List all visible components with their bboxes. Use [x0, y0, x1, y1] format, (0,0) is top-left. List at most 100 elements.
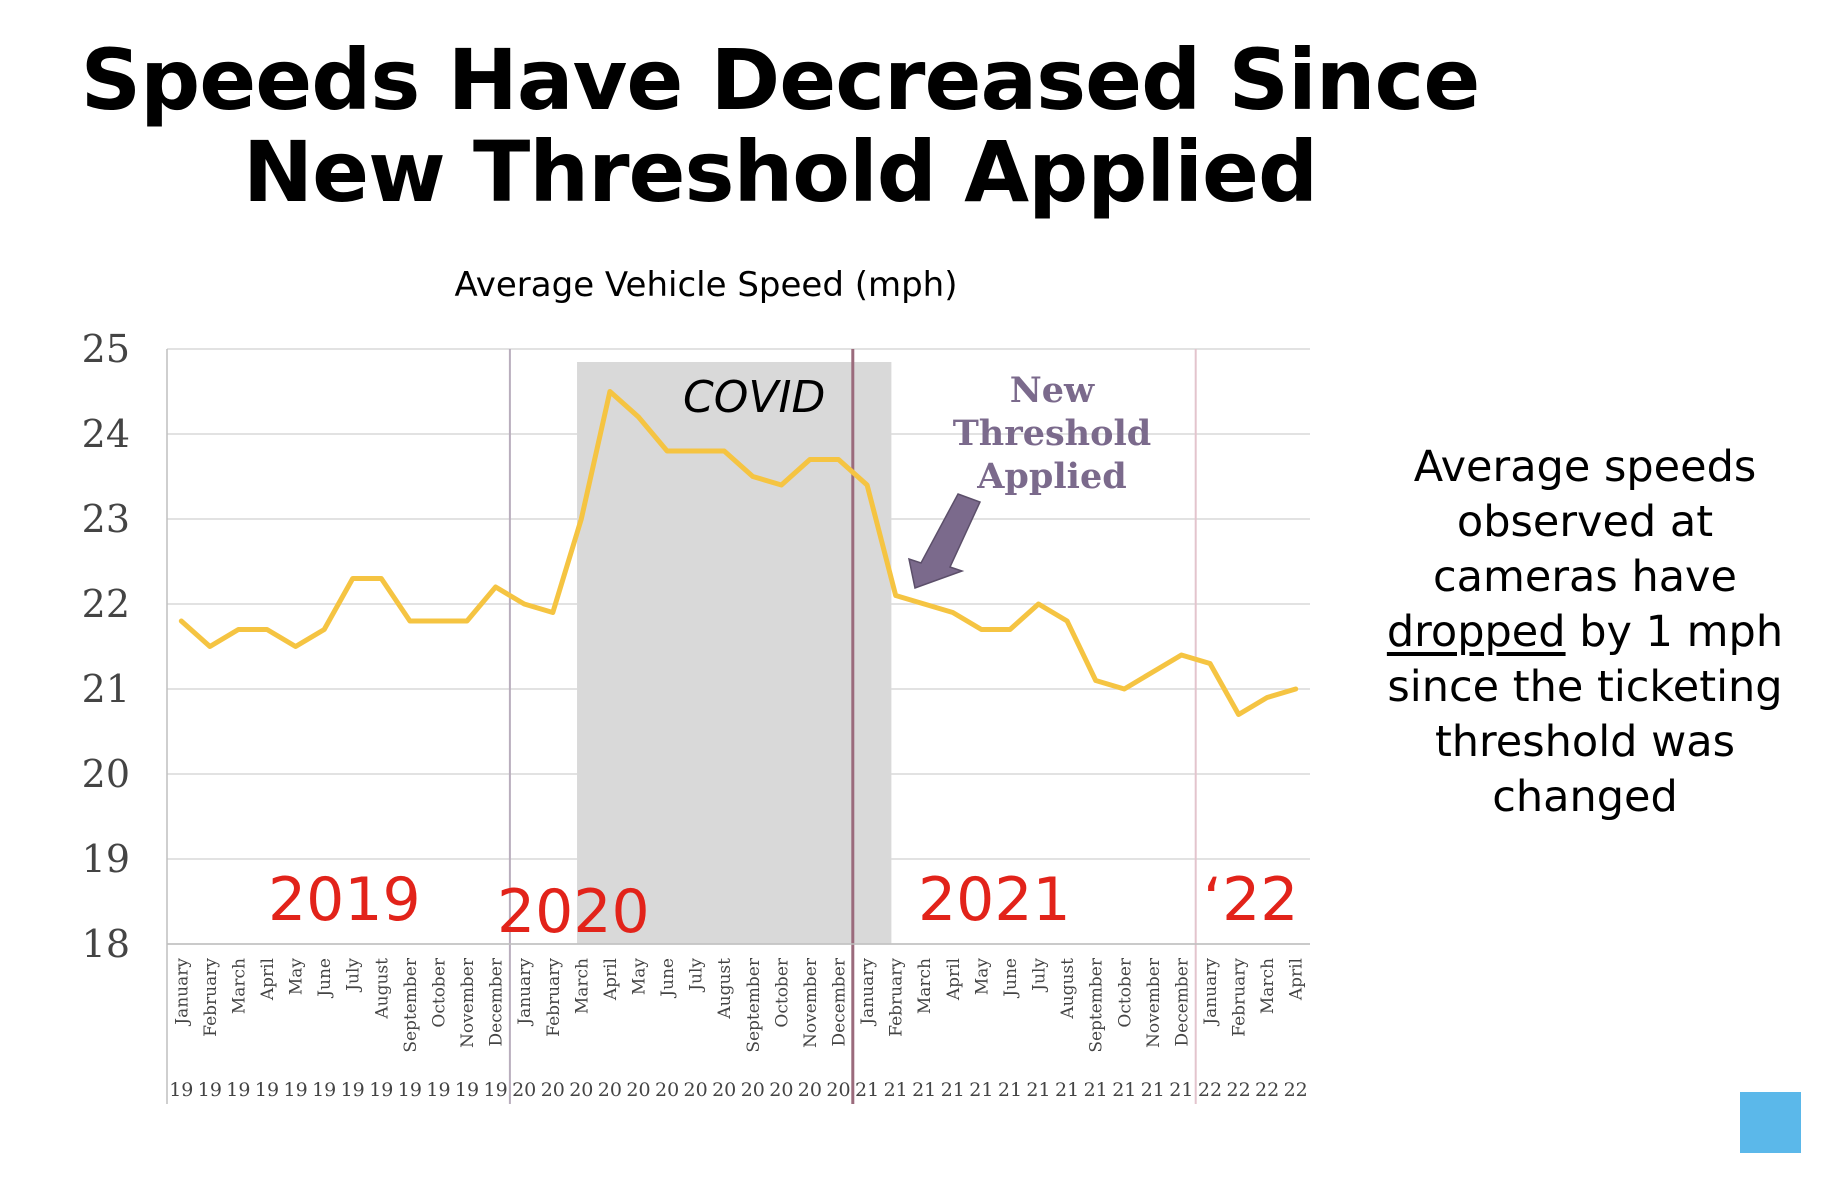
x-month-label: June [315, 958, 335, 999]
x-year-label: 20 [569, 1079, 593, 1101]
x-month-label: April [1287, 958, 1307, 1001]
x-year-label: 21 [1169, 1079, 1193, 1101]
x-month-label: August [372, 958, 392, 1020]
x-month-label: August [715, 958, 735, 1020]
x-month-label: March [1258, 958, 1278, 1014]
x-year-label: 21 [998, 1079, 1022, 1101]
x-month-label: April [601, 958, 621, 1001]
x-month-label: April [258, 958, 278, 1001]
x-year-label: 20 [512, 1079, 536, 1101]
summary-text: Average speeds observed at cameras have … [1360, 440, 1810, 825]
x-year-label: 21 [855, 1079, 879, 1101]
y-tick-label: 22 [82, 582, 130, 626]
x-year-label: 19 [369, 1079, 393, 1101]
x-year-label: 20 [598, 1079, 622, 1101]
x-year-label: 21 [1084, 1079, 1108, 1101]
x-month-label: July [344, 958, 364, 993]
x-year-label: 21 [941, 1079, 965, 1101]
x-year-label: 19 [169, 1079, 193, 1101]
x-month-label: March [229, 958, 249, 1014]
x-month-label: October [772, 957, 792, 1027]
x-month-label: November [801, 957, 821, 1048]
x-year-label: 22 [1284, 1079, 1308, 1101]
x-year-label: 19 [198, 1079, 222, 1101]
x-year-label: 19 [484, 1079, 508, 1101]
x-month-label: January [1201, 958, 1221, 1027]
x-month-label: March [915, 958, 935, 1014]
y-tick-label: 18 [82, 922, 130, 966]
x-year-label: 21 [912, 1079, 936, 1101]
chart-title: Average Vehicle Speed (mph) [455, 265, 958, 305]
year-label-3: ‘22 [1203, 865, 1298, 935]
slide-title: Speeds Have Decreased Since New Threshol… [40, 34, 1520, 218]
x-month-label: May [287, 958, 307, 996]
x-month-label: May [630, 958, 650, 996]
x-year-label: 19 [426, 1079, 450, 1101]
slide-title-line-1: Speeds Have Decreased Since [80, 31, 1481, 129]
x-year-label: 21 [1055, 1079, 1079, 1101]
x-year-label: 19 [226, 1079, 250, 1101]
x-year-label: 19 [455, 1079, 479, 1101]
year-label-1: 2020 [497, 877, 650, 947]
y-tick-label: 20 [82, 752, 130, 796]
summary-text-emphasis: dropped [1386, 607, 1566, 657]
x-month-label: February [1230, 958, 1250, 1037]
x-year-label: 21 [1026, 1079, 1050, 1101]
x-month-label: June [658, 958, 678, 999]
x-year-label: 20 [741, 1079, 765, 1101]
x-year-label: 22 [1227, 1079, 1251, 1101]
year-label-0: 2019 [268, 865, 421, 935]
y-tick-label: 23 [82, 497, 130, 541]
x-month-label: December [487, 957, 507, 1046]
slide-title-line-2: New Threshold Applied [242, 123, 1318, 221]
x-year-label: 22 [1198, 1079, 1222, 1101]
x-year-label: 21 [1112, 1079, 1136, 1101]
x-year-label: 20 [826, 1079, 850, 1101]
x-year-label: 20 [684, 1079, 708, 1101]
x-year-label: 19 [255, 1079, 279, 1101]
x-year-label: 21 [969, 1079, 993, 1101]
x-month-label: September [744, 957, 764, 1053]
x-month-label: January [858, 958, 878, 1027]
x-month-label: January [515, 958, 535, 1027]
x-month-label: July [687, 958, 707, 993]
x-month-label: February [887, 958, 907, 1037]
x-month-label: December [830, 957, 850, 1046]
x-month-label: September [401, 957, 421, 1053]
x-month-label: April [944, 958, 964, 1001]
x-year-label: 20 [798, 1079, 822, 1101]
x-month-label: March [572, 958, 592, 1014]
x-year-label: 22 [1255, 1079, 1279, 1101]
year-label-2: 2021 [918, 865, 1071, 935]
x-month-label: November [1144, 957, 1164, 1048]
x-year-label: 20 [712, 1079, 736, 1101]
summary-text-part-2: by 1 mph since the ticketing threshold w… [1387, 607, 1784, 822]
threshold-annotation-line-1: Threshold [953, 413, 1151, 454]
y-tick-label: 25 [82, 327, 130, 371]
x-month-label: September [1087, 957, 1107, 1053]
x-month-label: October [430, 957, 450, 1027]
x-year-label: 19 [398, 1079, 422, 1101]
x-month-label: August [1058, 958, 1078, 1020]
corner-square [1740, 1092, 1801, 1153]
x-month-label: January [172, 958, 192, 1027]
x-month-label: November [458, 957, 478, 1048]
x-month-label: May [972, 958, 992, 996]
covid-band [577, 362, 892, 944]
x-year-label: 20 [769, 1079, 793, 1101]
speed-series-line [178, 389, 1299, 717]
threshold-arrow [908, 493, 982, 589]
x-month-label: December [1172, 957, 1192, 1046]
y-tick-label: 24 [82, 412, 130, 456]
x-year-label: 21 [884, 1079, 908, 1101]
x-month-label: June [1001, 958, 1021, 999]
covid-label: COVID [683, 372, 825, 423]
x-year-label: 21 [1141, 1079, 1165, 1101]
x-year-label: 19 [284, 1079, 308, 1101]
x-month-label: July [1030, 958, 1050, 993]
x-month-label: February [201, 958, 221, 1037]
x-year-label: 20 [541, 1079, 565, 1101]
summary-text-part-1: Average speeds observed at cameras have [1413, 442, 1757, 602]
x-month-label: October [1115, 957, 1135, 1027]
